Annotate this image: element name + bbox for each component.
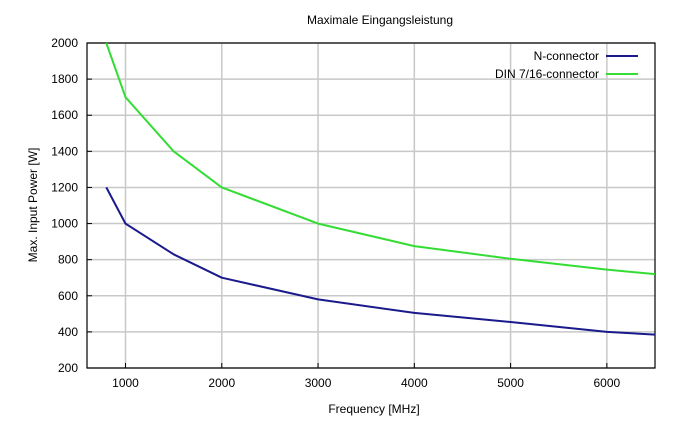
y-tick-label: 1000: [51, 217, 78, 231]
y-tick-label: 800: [58, 253, 78, 267]
y-tick-label: 600: [58, 289, 78, 303]
x-tick-label: 4000: [401, 376, 428, 390]
y-tick-label: 1200: [51, 180, 78, 194]
plot-frame: [86, 42, 656, 369]
y-tick-label: 1800: [51, 72, 78, 86]
legend-label: DIN 7/16-connector: [495, 67, 599, 81]
x-tick-label: 2000: [208, 376, 235, 390]
x-tick-label: 1000: [112, 376, 139, 390]
x-tick-label: 6000: [594, 376, 621, 390]
x-tick-label: 3000: [305, 376, 332, 390]
x-axis-label: Frequency [MHz]: [328, 402, 419, 416]
y-tick-label: 1600: [51, 108, 78, 122]
y-tick-label: 2000: [51, 36, 78, 50]
y-tick-label: 1400: [51, 144, 78, 158]
series-line-n-connector: [105, 186, 656, 336]
y-axis-ticks: 200 400 600 800 1000 1200 1400 1600 1800 2000: [51, 36, 92, 375]
legend: N-connector DIN 7/16-connector: [495, 49, 638, 81]
x-tick-label: 5000: [497, 376, 524, 390]
series-line-din-connector: [105, 42, 656, 276]
y-axis-label: Max. Input Power [W]: [26, 148, 40, 263]
y-tick-label: 200: [58, 361, 78, 375]
grid: [87, 42, 655, 369]
series-layer: [105, 42, 656, 336]
legend-label: N-connector: [534, 49, 599, 63]
x-axis-ticks: 1000 2000 3000 4000 5000 6000: [112, 363, 621, 390]
chart-title: Maximale Eingangsleistung: [307, 13, 453, 27]
y-tick-label: 400: [58, 325, 78, 339]
